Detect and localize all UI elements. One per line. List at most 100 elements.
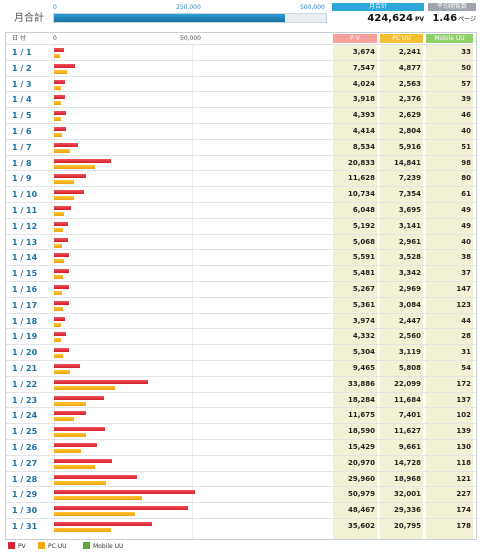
date-label: 1 / 19 xyxy=(12,332,38,342)
pc-uu-value: 2,563 xyxy=(398,79,421,88)
mobile-uu-value: 174 xyxy=(456,506,471,515)
date-label: 1 / 26 xyxy=(12,443,38,452)
pc-uu-value: 2,560 xyxy=(398,332,421,341)
pv-bar xyxy=(54,316,65,321)
pc-uu-value: 7,401 xyxy=(398,411,421,420)
mobile-uu-value: 49 xyxy=(461,221,471,230)
table-row: 1 / 19 4,332 2,560 28 xyxy=(6,328,476,345)
pc-uu-value: 5,808 xyxy=(398,364,421,372)
mobile-uu-value: 49 xyxy=(461,206,471,214)
pv-bar xyxy=(54,111,67,116)
pv-bar xyxy=(54,458,112,463)
pv-value: 50,979 xyxy=(347,490,375,499)
date-label: 1 / 14 xyxy=(12,253,38,263)
pc-uu-value: 11,627 xyxy=(393,427,421,436)
pv-bar xyxy=(54,474,137,479)
pc-uu-value: 3,342 xyxy=(398,269,421,278)
table-row: 1 / 24 11,675 7,401 102 xyxy=(6,407,476,424)
table-row: 1 / 6 4,414 2,804 40 xyxy=(6,123,476,140)
table-row: 1 / 1 3,674 2,241 33 xyxy=(6,44,476,61)
date-label: 1 / 10 xyxy=(12,190,38,200)
mobile-uu-value: 39 xyxy=(461,95,471,104)
date-label: 1 / 12 xyxy=(12,221,38,231)
table-row: 1 / 17 5,361 3,084 123 xyxy=(6,296,476,314)
pv-value: 5,304 xyxy=(352,348,375,357)
pv-value: 6,048 xyxy=(352,206,375,214)
pv-value: 5,361 xyxy=(352,300,375,309)
legend-pv-swatch xyxy=(8,542,15,549)
pv-bar xyxy=(54,253,70,258)
mobile-uu-value: 178 xyxy=(456,522,471,530)
pc-uu-value: 7,239 xyxy=(398,174,421,183)
table-row: 1 / 23 18,284 11,684 137 xyxy=(6,391,476,409)
date-label: 1 / 24 xyxy=(12,411,38,421)
date-label: 1 / 23 xyxy=(12,395,38,405)
total-value: 424,624 PV xyxy=(332,13,424,24)
table-row: 1 / 27 20,970 14,728 118 xyxy=(6,454,476,472)
mobile-uu-value: 80 xyxy=(461,174,471,183)
pc-uu-value: 2,969 xyxy=(398,285,421,293)
pc-uu-bar xyxy=(54,259,64,264)
pc-uu-bar xyxy=(54,85,62,90)
mobile-uu-value: 37 xyxy=(461,269,471,278)
pv-value: 5,267 xyxy=(352,285,375,293)
legend-mobile-uu: Mobile UU xyxy=(83,542,123,550)
pc-uu-bar xyxy=(54,180,74,185)
axis-tick-50000: 50,000 xyxy=(180,35,201,42)
mobile-uu-value: 123 xyxy=(456,300,471,309)
scale-tick-0: 0 xyxy=(53,4,57,11)
pv-bar xyxy=(54,63,75,68)
pc-uu-value: 2,447 xyxy=(398,316,421,325)
pc-uu-bar xyxy=(54,54,61,58)
pv-value: 15,429 xyxy=(347,443,375,451)
date-label: 1 / 21 xyxy=(12,364,38,373)
date-label: 1 / 31 xyxy=(12,522,38,531)
legend-mobile-label: Mobile UU xyxy=(93,543,124,550)
pv-bar xyxy=(54,411,87,416)
date-label: 1 / 11 xyxy=(12,206,38,215)
pc-uu-value: 3,528 xyxy=(398,253,421,262)
date-label: 1 / 4 xyxy=(12,95,32,105)
pc-uu-value: 3,695 xyxy=(398,206,421,214)
legend-pv: PV xyxy=(8,542,26,550)
table-row: 1 / 2 7,547 4,877 50 xyxy=(6,59,476,77)
date-label: 1 / 13 xyxy=(12,237,38,247)
date-label: 1 / 9 xyxy=(12,174,32,184)
mobile-uu-value: 227 xyxy=(456,490,471,499)
pv-value: 29,960 xyxy=(347,474,375,483)
pc-uu-bar xyxy=(54,117,62,122)
pv-value: 20,833 xyxy=(347,158,375,167)
pv-bar xyxy=(54,522,153,526)
date-label: 1 / 7 xyxy=(12,142,32,152)
table-row: 1 / 9 11,628 7,239 80 xyxy=(6,170,476,187)
monthly-total-bar xyxy=(54,14,285,22)
mobile-uu-value: 50 xyxy=(461,63,471,72)
date-label: 1 / 20 xyxy=(12,348,38,358)
mobile-uu-value: 98 xyxy=(461,158,471,167)
table-row: 1 / 22 33,886 22,099 172 xyxy=(6,375,476,393)
pc-uu-value: 4,877 xyxy=(398,63,421,72)
pc-uu-bar xyxy=(54,196,75,201)
legend-pc-swatch xyxy=(38,542,45,549)
pv-value: 8,534 xyxy=(352,142,375,151)
pv-value: 35,602 xyxy=(347,522,375,530)
pv-value: 4,332 xyxy=(352,332,375,341)
pc-uu-value: 7,354 xyxy=(398,190,421,199)
pc-uu-value: 32,001 xyxy=(393,490,421,499)
mobile-uu-value: 40 xyxy=(461,237,471,246)
pv-value: 4,024 xyxy=(352,79,375,88)
legend-pc-label: PC UU xyxy=(48,543,67,550)
pv-bar xyxy=(54,269,70,274)
axis-tick-0: 0 xyxy=(53,35,57,42)
date-label: 1 / 2 xyxy=(12,63,32,73)
pc-uu-value: 3,141 xyxy=(398,221,421,230)
pc-uu-bar xyxy=(54,401,87,406)
mobile-uu-value: 130 xyxy=(456,443,471,451)
date-label: 1 / 17 xyxy=(12,300,38,310)
date-label: 1 / 3 xyxy=(12,79,32,89)
pv-value: 48,467 xyxy=(347,506,375,515)
pc-uu-bar xyxy=(54,164,95,169)
pv-value: 11,675 xyxy=(347,411,375,420)
table-row: 1 / 16 5,267 2,969 147 xyxy=(6,281,476,298)
